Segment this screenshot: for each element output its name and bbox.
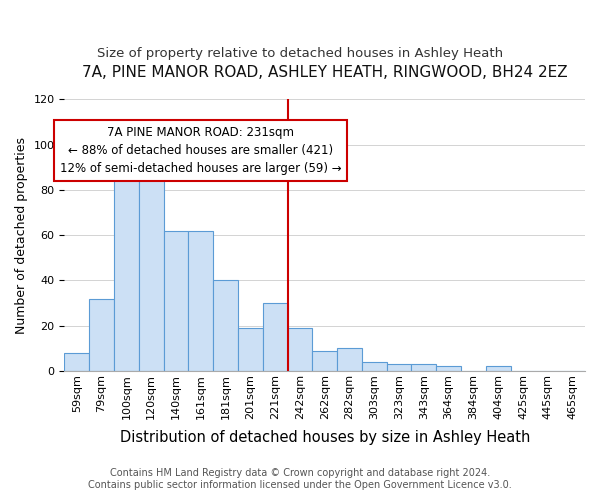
Y-axis label: Number of detached properties: Number of detached properties: [15, 136, 28, 334]
Bar: [313, 350, 337, 371]
Bar: [287, 328, 313, 371]
Bar: [164, 230, 188, 371]
Bar: [386, 364, 412, 371]
Bar: [89, 298, 114, 371]
Bar: [486, 366, 511, 371]
Bar: [64, 353, 89, 371]
Bar: [139, 158, 164, 371]
Bar: [412, 364, 436, 371]
Bar: [238, 328, 263, 371]
Text: Size of property relative to detached houses in Ashley Heath: Size of property relative to detached ho…: [97, 48, 503, 60]
Text: 7A PINE MANOR ROAD: 231sqm
← 88% of detached houses are smaller (421)
12% of sem: 7A PINE MANOR ROAD: 231sqm ← 88% of deta…: [60, 126, 341, 176]
Bar: [436, 366, 461, 371]
Bar: [188, 230, 213, 371]
Bar: [362, 362, 386, 371]
Bar: [114, 156, 139, 371]
Text: Contains public sector information licensed under the Open Government Licence v3: Contains public sector information licen…: [88, 480, 512, 490]
Title: 7A, PINE MANOR ROAD, ASHLEY HEATH, RINGWOOD, BH24 2EZ: 7A, PINE MANOR ROAD, ASHLEY HEATH, RINGW…: [82, 65, 568, 80]
X-axis label: Distribution of detached houses by size in Ashley Heath: Distribution of detached houses by size …: [119, 430, 530, 445]
Text: Contains HM Land Registry data © Crown copyright and database right 2024.: Contains HM Land Registry data © Crown c…: [110, 468, 490, 477]
Bar: [337, 348, 362, 371]
Bar: [263, 303, 287, 371]
Bar: [213, 280, 238, 371]
